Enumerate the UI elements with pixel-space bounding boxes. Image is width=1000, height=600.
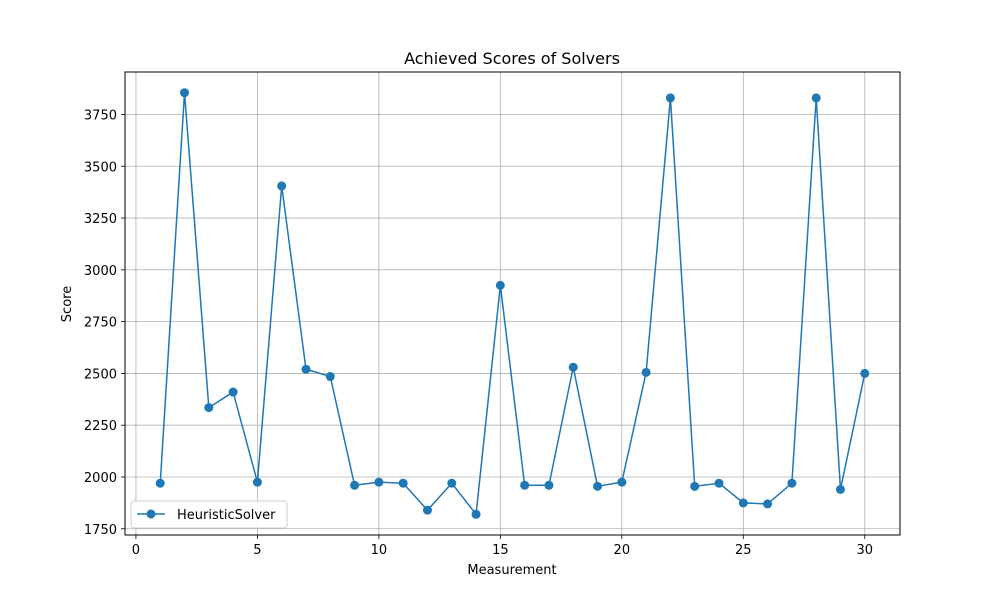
data-point xyxy=(860,368,870,378)
data-point xyxy=(811,93,821,103)
x-tick-label: 5 xyxy=(253,543,261,558)
data-point xyxy=(252,477,262,487)
data-point xyxy=(422,505,432,515)
data-point xyxy=(277,181,287,191)
data-point xyxy=(641,367,651,377)
data-point xyxy=(617,477,627,487)
x-axis-ticks: 0 5 10 15 20 25 30 xyxy=(132,535,873,558)
data-point xyxy=(544,480,554,490)
data-point xyxy=(787,478,797,488)
y-tick-label: 3000 xyxy=(84,264,117,279)
series-line xyxy=(159,91,866,516)
y-tick-label: 2750 xyxy=(84,316,117,331)
x-tick-label: 25 xyxy=(735,543,752,558)
data-point xyxy=(155,478,165,488)
data-point xyxy=(665,93,675,103)
legend-marker-swatch xyxy=(146,509,156,519)
data-point xyxy=(835,484,845,494)
x-tick-label: 10 xyxy=(371,543,388,558)
data-point xyxy=(204,403,214,413)
grid-lines xyxy=(125,72,900,535)
x-tick-label: 20 xyxy=(614,543,631,558)
x-tick-label: 0 xyxy=(132,543,140,558)
legend: HeuristicSolver xyxy=(130,500,288,529)
data-point xyxy=(350,480,360,490)
y-tick-label: 1750 xyxy=(84,523,117,538)
data-point xyxy=(471,509,481,519)
y-tick-label: 3500 xyxy=(84,160,117,175)
y-tick-label: 2250 xyxy=(84,419,117,434)
data-point xyxy=(593,481,603,491)
x-axis-label: Measurement xyxy=(467,563,556,578)
data-point xyxy=(325,372,335,382)
y-tick-label: 3250 xyxy=(84,212,117,227)
data-point xyxy=(520,480,530,490)
data-point xyxy=(714,478,724,488)
data-point xyxy=(495,280,505,290)
data-point xyxy=(447,478,457,488)
data-point xyxy=(568,362,578,372)
data-point xyxy=(374,477,384,487)
x-tick-label: 15 xyxy=(492,543,509,558)
y-tick-label: 2500 xyxy=(84,367,117,382)
data-point xyxy=(738,498,748,508)
y-tick-label: 2000 xyxy=(84,471,117,486)
data-point xyxy=(301,364,311,374)
data-point xyxy=(398,478,408,488)
x-tick-label: 30 xyxy=(856,543,873,558)
data-point xyxy=(690,481,700,491)
y-axis-label: Score xyxy=(60,286,75,322)
data-point xyxy=(180,88,190,98)
chart-title: Achieved Scores of Solvers xyxy=(404,49,620,68)
series-layer xyxy=(155,88,870,519)
legend-label: HeuristicSolver xyxy=(177,508,276,523)
y-tick-label: 3750 xyxy=(84,108,117,123)
data-point xyxy=(763,499,773,509)
data-point xyxy=(228,387,238,397)
legend-box xyxy=(130,500,288,529)
y-axis-ticks: 1750 2000 2250 2500 2750 3000 3250 3500 3750 xyxy=(84,108,125,538)
plot-frame xyxy=(124,71,901,536)
